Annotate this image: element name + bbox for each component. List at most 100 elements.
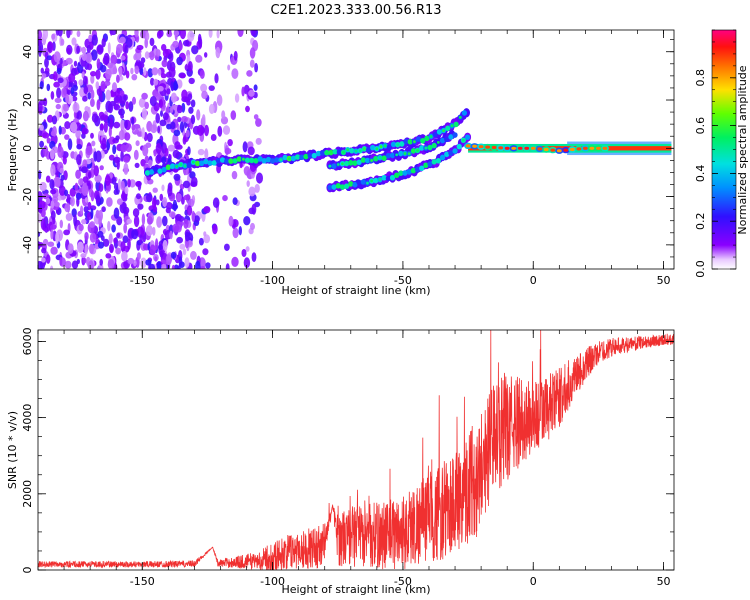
track-blob-hot [436,140,440,144]
noise-speckle [90,71,97,77]
noise-speckle [134,162,140,168]
noise-speckle [200,83,208,93]
noise-speckle [42,30,49,40]
noise-speckle [44,57,49,68]
noise-speckle [245,246,250,252]
noise-speckle [66,193,71,201]
noise-speckle [43,145,49,157]
noise-speckle [201,90,208,100]
noise-speckle [71,96,78,102]
noise-speckle [125,70,130,79]
noise-speckle [136,44,144,51]
noise-speckle [120,192,128,201]
noise-speckle [55,231,60,244]
noise-speckle [105,89,112,101]
noise-speckle [76,241,84,253]
noise-speckle [50,148,55,160]
noise-speckle [187,30,195,42]
track-blob-core [410,167,416,174]
noise-speckle [78,79,84,86]
noise-speckle [141,127,145,139]
noise-speckle [205,262,211,269]
track-blob-hot [442,129,445,132]
noise-speckle [98,209,103,222]
noise-speckle [120,119,126,131]
noise-speckle [232,227,239,239]
carrier-blob-core [556,149,562,153]
noise-speckle [165,254,172,266]
track-blob-hot [358,149,362,153]
noise-speckle [106,197,113,207]
track-blob-core [311,152,317,159]
noise-speckle [41,257,46,263]
track-blob-core [389,174,396,181]
noise-speckle [98,183,104,192]
track-blob-core [253,157,259,164]
noise-speckle [113,237,117,244]
noise-speckle [57,146,64,158]
noise-speckle [231,68,239,79]
noise-speckle [116,198,123,205]
track-blob-hot [407,152,411,156]
noise-speckle [166,30,173,38]
noise-speckle [157,244,163,251]
noise-speckle [40,218,46,231]
noise-speckle [140,257,147,269]
noise-speckle [76,258,81,265]
colorbar-gradient [711,29,737,270]
track-blob-hot [183,164,187,168]
noise-speckle [57,77,64,84]
noise-speckle [193,215,200,223]
noise-speckle [131,229,139,240]
noise-speckle [109,100,116,107]
noise-speckle [101,37,106,48]
noise-speckle [132,208,140,218]
track-blob-hot [403,152,407,155]
track-blob-core [389,152,396,159]
noise-speckle [76,143,83,150]
noise-speckle [228,215,234,227]
noise-speckle [51,33,56,40]
noise-speckle [230,110,237,121]
noise-speckle [150,77,155,86]
noise-speckle [115,135,120,141]
noise-speckle [204,124,209,137]
noise-speckle [178,41,183,51]
noise-speckle [38,102,43,113]
track-blob-core [427,161,433,167]
noise-speckle [72,84,78,92]
noise-speckle [243,216,251,226]
noise-speckle [160,73,167,79]
noise-speckle [96,99,101,111]
noise-speckle [120,55,126,61]
noise-speckle [248,207,256,215]
noise-speckle [50,265,54,269]
noise-speckle [155,93,162,101]
noise-speckle [170,251,177,259]
noise-speckle [81,127,87,135]
noise-speckle [162,239,168,252]
noise-speckle [75,169,81,179]
noise-speckle [123,223,128,234]
noise-speckle [183,218,189,229]
noise-speckle [82,176,89,183]
noise-speckle [149,244,156,256]
noise-speckle [187,146,191,156]
noise-speckle [38,170,42,180]
noise-speckle [232,197,238,206]
noise-speckle [133,215,140,228]
noise-speckle [90,208,94,219]
noise-speckle [76,154,82,166]
noise-speckle [184,231,190,242]
noise-speckle [132,96,136,105]
noise-speckle [246,180,250,188]
noise-speckle [140,159,146,167]
noise-speckle [149,37,155,47]
noise-speckle [82,257,87,264]
noise-speckle [148,263,156,269]
track-blob-hot [175,164,179,168]
track-blob-core [356,179,362,186]
noise-speckle [168,211,176,218]
noise-speckle [110,54,118,65]
noise-speckle [144,101,149,110]
